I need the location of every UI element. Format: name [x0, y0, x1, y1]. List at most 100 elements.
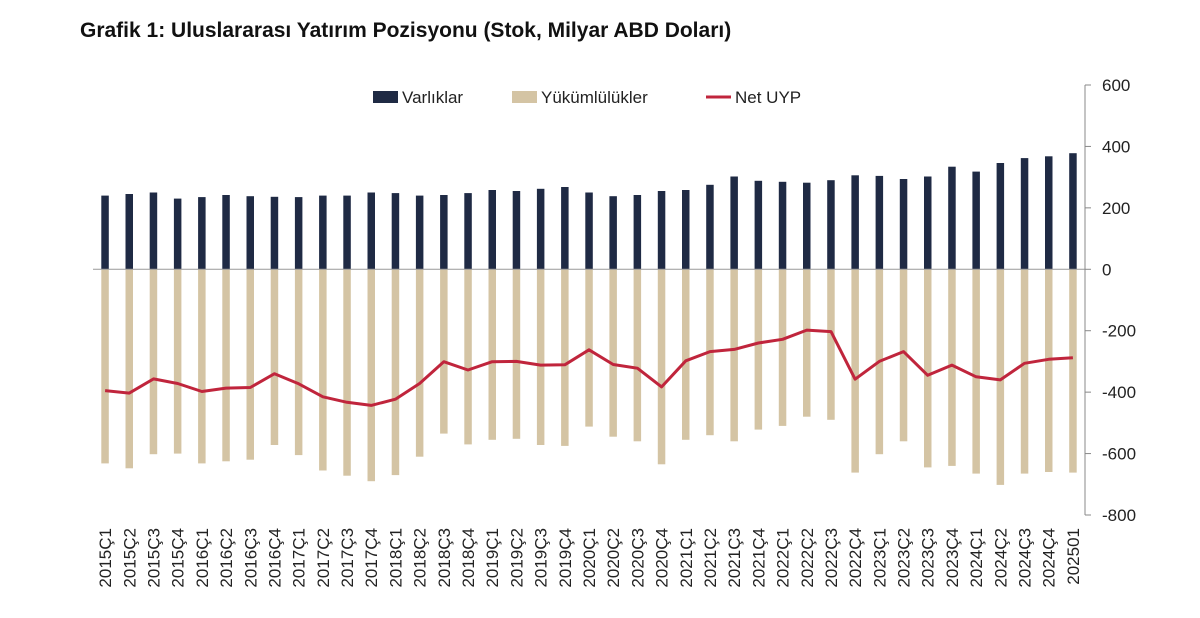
liabilities-bar — [198, 269, 206, 464]
liabilities-bar — [1069, 269, 1077, 473]
x-tick-label: 2022Ç3 — [822, 528, 841, 588]
legend-swatch — [373, 91, 398, 103]
x-axis: 2015Ç1 2015Ç2 2015Ç3 2015Ç4 2016Ç1 2016Ç2 2016… — [96, 528, 1083, 588]
x-tick-label: 2015Ç3 — [145, 528, 164, 588]
liabilities-bar — [101, 269, 109, 464]
liabilities-bar — [803, 269, 811, 417]
liabilities-bar — [996, 269, 1005, 485]
liabilities-bar — [391, 269, 400, 476]
assets-bar — [803, 182, 811, 270]
x-tick-label: 2018Ç1 — [386, 528, 405, 588]
x-tick-label: 2019Ç1 — [483, 528, 502, 588]
x-tick-label: 2019Ç3 — [532, 528, 551, 588]
assets-bar — [391, 193, 400, 270]
x-tick-label: 2021Ç4 — [749, 528, 768, 588]
liabilities-bar — [851, 269, 859, 473]
x-tick-label: 2024Ç2 — [991, 528, 1010, 588]
assets-bar — [1020, 158, 1029, 270]
x-tick-label: 2020Ç3 — [628, 528, 647, 588]
y-axis: 600 400 200 0 -200 -400 -600 -800 — [1084, 76, 1136, 525]
liabilities-bar — [609, 269, 617, 437]
x-tick-label: 2018Ç3 — [435, 528, 454, 588]
x-tick-label: 2020Ç1 — [580, 528, 599, 588]
x-tick-label: 2017Ç3 — [338, 528, 357, 588]
y-tick-label: 200 — [1102, 199, 1130, 218]
liabilities-bar — [827, 269, 835, 420]
liabilities-bar — [948, 269, 956, 466]
x-tick-label: 2022Ç4 — [846, 528, 865, 588]
x-tick-label: 2019Ç4 — [556, 528, 575, 588]
assets-bar — [706, 184, 714, 270]
x-tick-label: 2020Ç4 — [653, 528, 672, 588]
assets-bar — [367, 192, 375, 270]
x-tick-label: 2016Ç2 — [217, 528, 236, 588]
assets-bar — [561, 187, 569, 270]
assets-bar — [899, 179, 908, 270]
liabilities-bar — [1045, 269, 1053, 472]
x-tick-label: 202501 — [1064, 528, 1083, 585]
x-tick-label: 2017Ç4 — [362, 528, 381, 588]
liabilities-bar — [778, 269, 787, 426]
assets-bar — [1069, 153, 1077, 270]
assets-bar — [827, 180, 835, 270]
x-tick-label: 2021Ç3 — [725, 528, 744, 588]
assets-bar — [149, 192, 158, 270]
assets-bar — [415, 195, 424, 270]
assets-bar — [754, 180, 763, 270]
liabilities-bar — [682, 269, 690, 440]
y-tick-label: 600 — [1102, 76, 1130, 95]
assets-bar — [778, 181, 787, 270]
x-tick-label: 2024Ç4 — [1040, 528, 1059, 588]
x-tick-label: 2015Ç2 — [120, 528, 139, 588]
assets-bar — [657, 191, 666, 270]
liabilities-bar — [754, 269, 763, 430]
liabilities-bar — [319, 269, 327, 471]
x-tick-label: 2017Ç2 — [314, 528, 333, 588]
liabilities-bar — [343, 269, 351, 476]
y-tick-label: -200 — [1102, 322, 1136, 341]
x-tick-label: 2016Ç3 — [241, 528, 260, 588]
y-tick-label: -400 — [1102, 383, 1136, 402]
liabilities-bar — [585, 269, 593, 427]
assets-bar — [222, 195, 230, 270]
net-uyp-line — [104, 328, 1073, 407]
x-tick-label: 2022Ç2 — [798, 528, 817, 588]
assets-bar — [1045, 156, 1053, 270]
liabilities-bar — [561, 269, 569, 446]
liabilities-bar — [222, 269, 230, 462]
x-tick-label: 2023Ç3 — [919, 528, 938, 588]
liabilities-bar — [246, 269, 254, 460]
assets-bar — [512, 191, 521, 270]
liabilities-bar — [924, 269, 932, 468]
y-tick-label: 0 — [1102, 260, 1111, 279]
x-tick-label: 2024Ç1 — [967, 528, 986, 588]
x-tick-label: 2018Ç2 — [411, 528, 430, 588]
assets-bar — [972, 171, 980, 270]
liabilities-bar — [125, 269, 133, 469]
x-tick-label: 2020Ç2 — [604, 528, 623, 588]
liabilities-bar — [173, 269, 182, 454]
assets-bar — [682, 190, 690, 270]
y-tick-label: 400 — [1102, 137, 1130, 156]
assets-bar — [319, 195, 327, 270]
liabilities-bar — [440, 269, 448, 434]
liabilities-bar — [367, 269, 375, 482]
x-tick-label: 2018Ç4 — [459, 528, 478, 588]
x-tick-label: 2023Ç2 — [895, 528, 914, 588]
assets-bar — [294, 197, 303, 270]
x-tick-label: 2022Ç1 — [774, 528, 793, 588]
legend-label: Net UYP — [735, 88, 801, 107]
assets-bar — [851, 175, 859, 270]
x-tick-label: 2021Ç2 — [701, 528, 720, 588]
liabilities-bar — [270, 269, 279, 445]
assets-bar — [924, 176, 932, 270]
assets-bar — [488, 190, 496, 270]
liabilities-bar — [633, 269, 642, 442]
chart-title: Grafik 1: Uluslararası Yatırım Pozisyonu… — [80, 19, 732, 42]
assets-bar — [585, 192, 593, 270]
x-tick-label: 2017Ç1 — [290, 528, 309, 588]
liabilities-bar — [657, 269, 666, 465]
liabilities-bar — [1020, 269, 1029, 474]
assets-bar — [536, 188, 545, 270]
liabilities-bar — [730, 269, 738, 442]
